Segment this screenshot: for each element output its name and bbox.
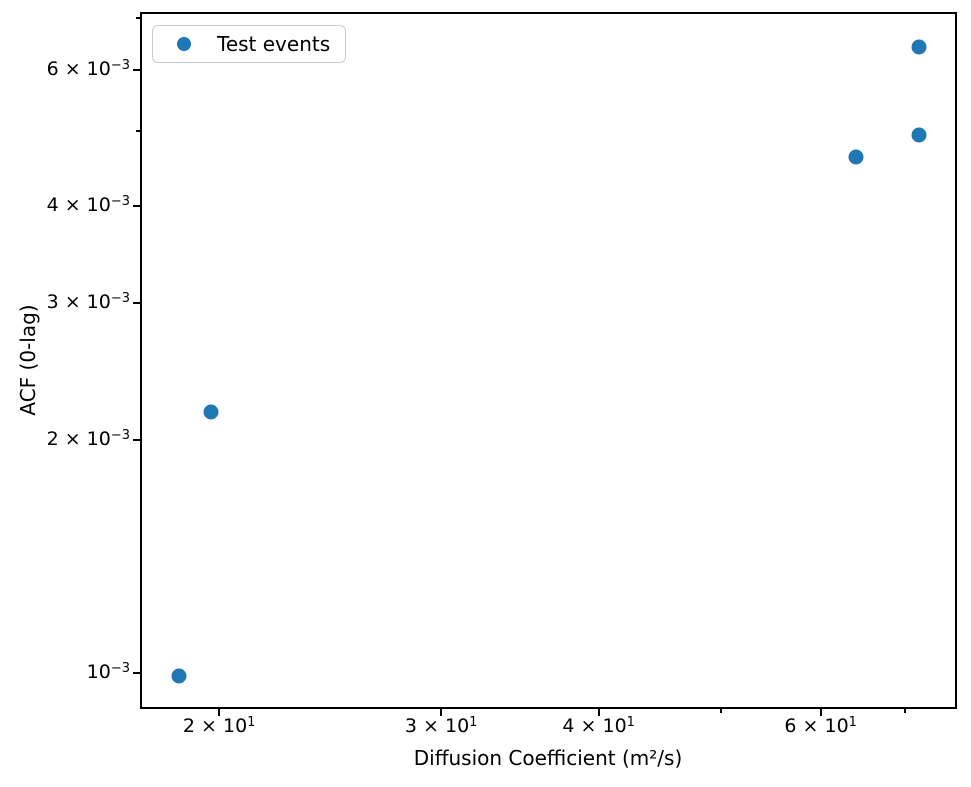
y-major-tick <box>133 438 140 441</box>
x-tick-label: 2 × 101 <box>182 715 256 737</box>
y-minor-tick <box>136 16 140 19</box>
legend-marker-dot-icon <box>177 37 191 51</box>
x-major-tick <box>819 709 822 716</box>
y-major-tick <box>133 672 140 675</box>
y-major-tick <box>133 68 140 71</box>
tick-exponent: 1 <box>626 715 635 730</box>
data-point <box>848 149 864 165</box>
x-tick-label: 3 × 101 <box>404 715 478 737</box>
x-major-tick <box>597 709 600 716</box>
x-major-tick <box>218 709 221 716</box>
data-point <box>911 127 927 143</box>
tick-exponent: −3 <box>110 427 130 443</box>
x-tick-label: 4 × 101 <box>562 715 635 737</box>
x-major-tick <box>440 709 443 716</box>
y-tick-label: 10−3 <box>86 661 130 684</box>
y-major-tick <box>133 205 140 208</box>
tick-exponent: −3 <box>110 291 130 307</box>
y-minor-tick <box>136 130 140 133</box>
legend-label: Test events <box>217 32 331 56</box>
y-tick-label: 3 × 10−3 <box>46 291 130 314</box>
tick-exponent: 1 <box>247 715 256 730</box>
tick-exponent: −3 <box>110 661 130 677</box>
y-axis-label: ACF (0-lag) <box>16 304 40 416</box>
tick-exponent: −3 <box>110 57 130 73</box>
y-tick-label: 4 × 10−3 <box>46 194 130 217</box>
tick-exponent: 1 <box>848 715 857 730</box>
legend: Test events <box>152 25 346 63</box>
tick-exponent: −3 <box>110 194 130 210</box>
data-point <box>203 404 219 420</box>
x-tick-label: 6 × 101 <box>784 715 857 737</box>
y-tick-label: 6 × 10−3 <box>46 57 130 80</box>
x-axis-label: Diffusion Coefficient (m²/s) <box>413 746 683 770</box>
x-minor-tick <box>719 709 722 713</box>
data-point <box>911 39 927 55</box>
tick-exponent: 1 <box>469 715 478 730</box>
x-minor-tick <box>904 709 907 713</box>
y-major-tick <box>133 302 140 305</box>
y-tick-label: 2 × 10−3 <box>46 427 130 450</box>
plot-area <box>140 12 957 709</box>
data-point <box>171 668 187 684</box>
